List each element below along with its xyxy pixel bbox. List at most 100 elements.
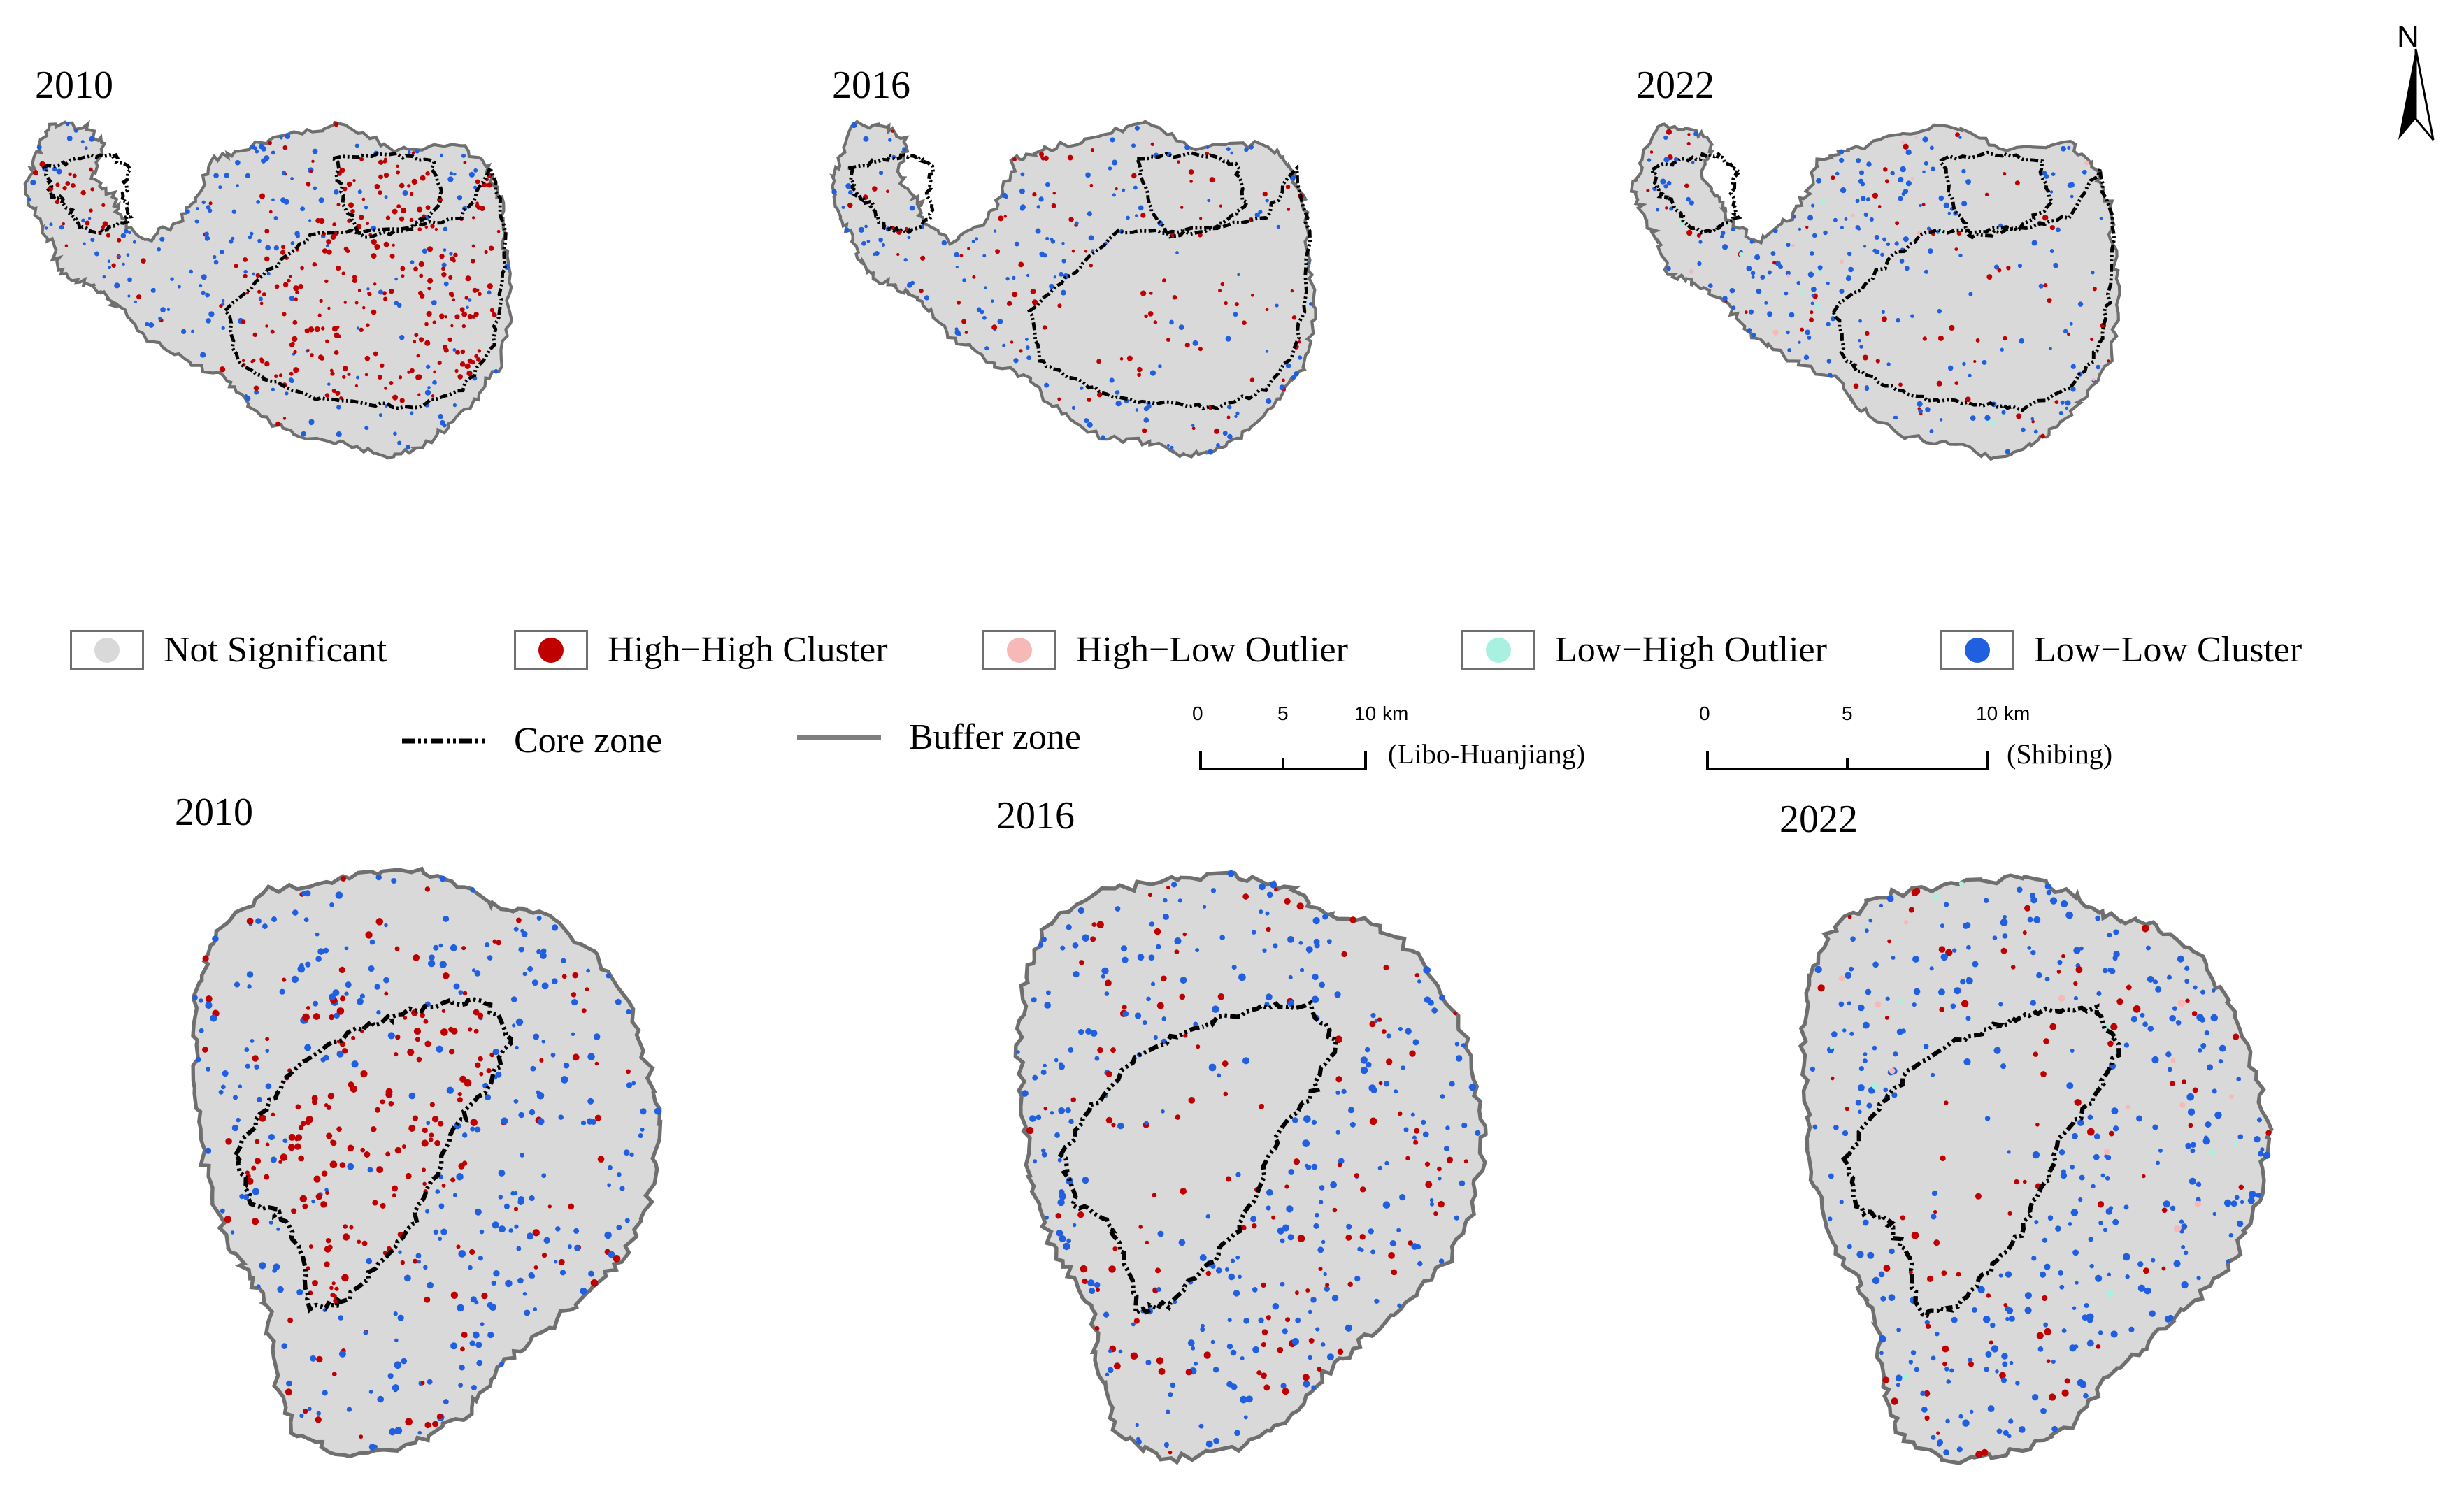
cluster-point: [322, 248, 328, 254]
cluster-point: [2077, 1119, 2084, 1126]
cluster-point: [1810, 301, 1814, 305]
cluster-point: [1168, 1392, 1173, 1397]
cluster-point: [325, 244, 329, 248]
cluster-point: [1107, 1367, 1114, 1374]
cluster-point: [551, 978, 558, 985]
cluster-point: [1684, 183, 1689, 189]
cluster-point: [392, 394, 399, 401]
map-panel-libo-2016: 2016: [818, 63, 1622, 594]
cluster-point: [533, 1265, 538, 1270]
cluster-point: [976, 307, 982, 312]
cluster-point: [2038, 283, 2044, 289]
cluster-point: [1943, 202, 1949, 208]
cluster-point: [903, 258, 908, 262]
cluster-point: [331, 1281, 336, 1286]
cluster-point: [271, 916, 278, 923]
cluster-point: [2108, 1130, 2114, 1137]
cluster-point: [241, 319, 246, 324]
cluster-point: [1063, 1242, 1070, 1251]
cluster-point: [496, 940, 502, 946]
cluster-point: [422, 1167, 427, 1172]
cluster-point: [1940, 953, 1948, 961]
cluster-point: [1198, 347, 1203, 352]
cluster-point: [1071, 249, 1075, 253]
cluster-point: [408, 1125, 416, 1132]
cluster-point: [1286, 1205, 1294, 1213]
cluster-point: [1038, 942, 1044, 948]
cluster-point: [1864, 386, 1870, 391]
cluster-point: [1900, 166, 1906, 173]
cluster-point: [399, 182, 405, 189]
cluster-point: [1989, 1322, 1996, 1328]
cluster-point: [1993, 264, 2000, 270]
cluster-point: [315, 1416, 322, 1423]
cluster-point: [606, 973, 611, 979]
cluster-point: [521, 930, 528, 937]
cluster-point: [262, 923, 268, 929]
cluster-point: [443, 281, 449, 287]
cluster-point: [420, 293, 425, 299]
cluster-point: [337, 334, 341, 338]
cluster-point: [1252, 1346, 1260, 1353]
cluster-point: [427, 386, 431, 389]
legend-not-significant: Not Significant: [70, 629, 387, 670]
cluster-point: [346, 1407, 352, 1412]
cluster-point: [366, 323, 370, 328]
cluster-point: [2049, 347, 2052, 350]
cluster-point: [2181, 1281, 2189, 1289]
cluster-point: [574, 1244, 581, 1251]
cluster-point: [1287, 208, 1291, 211]
cluster-point: [1287, 935, 1294, 943]
cluster-point: [439, 254, 445, 259]
cluster-point: [294, 1143, 301, 1150]
cluster-point: [1153, 1035, 1158, 1040]
cluster-point: [281, 1343, 288, 1349]
cluster-point: [1973, 359, 1977, 364]
cluster-point: [1105, 1070, 1112, 1077]
cluster-point: [1807, 271, 1814, 278]
cluster-point: [422, 1127, 428, 1134]
cluster-point: [1291, 1337, 1300, 1346]
cluster-point: [1354, 1173, 1359, 1179]
cluster-point: [308, 421, 313, 426]
cluster-point: [2092, 377, 2096, 382]
cluster-point: [280, 1153, 288, 1161]
cluster-point: [2136, 1115, 2142, 1122]
legend-label: High−High Cluster: [608, 630, 888, 670]
cluster-point: [457, 1097, 463, 1103]
cluster-point: [561, 974, 567, 979]
cluster-point: [254, 389, 259, 395]
cluster-point: [294, 297, 298, 301]
buffer-zone-boundary: [829, 120, 1317, 459]
cluster-point: [1174, 949, 1180, 954]
cluster-point: [431, 394, 435, 398]
cluster-point: [1309, 302, 1313, 306]
cluster-point: [443, 226, 448, 232]
cluster-point: [370, 1126, 377, 1132]
cluster-point: [617, 1172, 622, 1177]
cluster-point: [1453, 1011, 1457, 1016]
cluster-point: [84, 146, 88, 150]
cluster-point: [1199, 217, 1203, 220]
cluster-point: [607, 1183, 611, 1188]
cluster-point: [2000, 947, 2007, 954]
cluster-point: [150, 287, 156, 293]
cluster-point: [439, 313, 445, 319]
cluster-point: [415, 1037, 420, 1042]
cluster-point: [1849, 966, 1854, 972]
cluster-point: [319, 299, 323, 303]
cluster-point: [2263, 1151, 2271, 1159]
cluster-point: [461, 1332, 468, 1338]
cluster-point: [1108, 1348, 1112, 1353]
cluster-point: [2238, 1184, 2244, 1191]
cluster-point: [1175, 251, 1179, 254]
cluster-point: [2107, 1040, 2114, 1047]
cluster-point: [2065, 400, 2071, 406]
cluster-point: [1222, 1060, 1229, 1067]
cluster-point: [961, 319, 967, 324]
cluster-point: [303, 917, 309, 923]
cluster-point: [2151, 1056, 2159, 1064]
cluster-point: [326, 249, 332, 255]
cluster-point: [1089, 264, 1094, 268]
cluster-point: [594, 1061, 599, 1066]
